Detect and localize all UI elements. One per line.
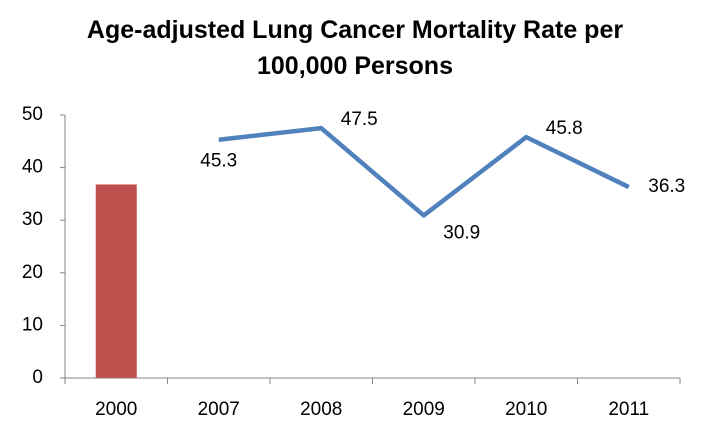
data-label: 47.5 xyxy=(341,109,378,130)
y-tick-label: 0 xyxy=(32,367,43,388)
data-label: 36.3 xyxy=(648,176,685,197)
data-label: 30.9 xyxy=(443,222,480,243)
x-tick-label: 2007 xyxy=(198,399,240,420)
x-tick-label: 2008 xyxy=(300,399,342,420)
y-tick-label: 40 xyxy=(22,157,43,178)
y-tick-label: 20 xyxy=(22,262,43,283)
bar xyxy=(95,184,137,378)
y-tick-label: 30 xyxy=(22,209,43,230)
y-tick-label: 50 xyxy=(22,104,43,125)
line xyxy=(218,125,630,218)
data-label: 45.3 xyxy=(200,151,237,172)
chart-title: Age-adjusted Lung Cancer Mortality Rate … xyxy=(86,16,624,80)
x-tick-label: 2000 xyxy=(95,399,137,420)
x-tick-label: 2009 xyxy=(403,399,445,420)
data-label: 45.8 xyxy=(546,118,583,139)
x-tick-label: 2011 xyxy=(608,399,649,420)
x-tick-label: 2010 xyxy=(505,399,547,420)
y-tick-label: 10 xyxy=(22,314,43,335)
